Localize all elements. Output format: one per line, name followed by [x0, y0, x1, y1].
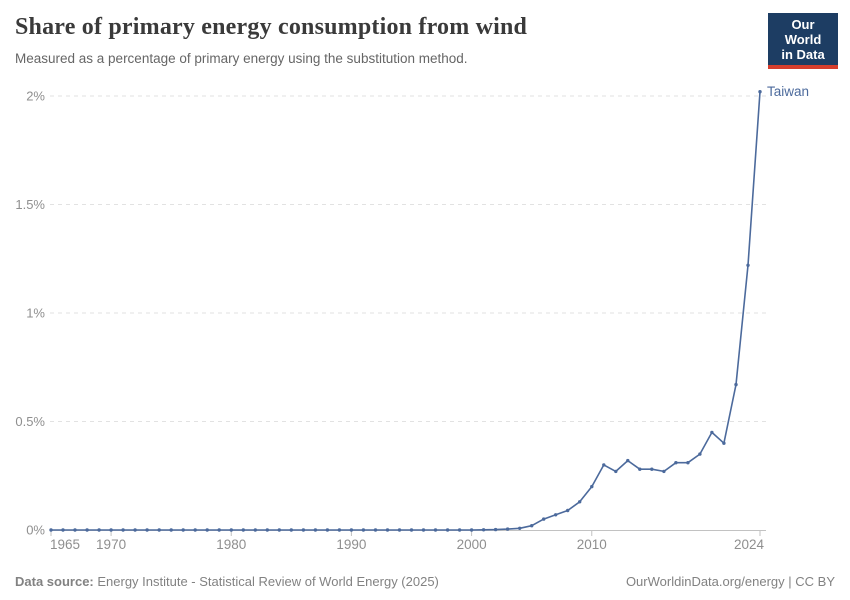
data-point	[49, 528, 53, 532]
chart-footer: Data source: Energy Institute - Statisti…	[15, 574, 835, 589]
x-axis-tick-label: 2010	[577, 537, 607, 552]
data-point	[674, 461, 678, 465]
data-point	[289, 528, 293, 532]
data-point	[638, 467, 642, 471]
owid-logo-line2: in Data	[781, 47, 825, 62]
data-point	[253, 528, 257, 532]
y-axis-tick-label: 2%	[26, 89, 45, 104]
data-point	[481, 528, 486, 532]
data-point	[602, 463, 606, 467]
y-axis-tick-label: 1%	[26, 306, 45, 321]
data-point	[746, 263, 750, 267]
y-axis-tick-label: 0.5%	[15, 414, 45, 429]
y-axis-labels: 0% 0.5% 1% 1.5% 2%	[15, 89, 45, 538]
data-point	[445, 528, 450, 532]
data-point	[121, 528, 125, 532]
x-axis-tick-label: 2000	[457, 537, 487, 552]
data-point	[109, 528, 113, 532]
chart-subtitle: Measured as a percentage of primary ener…	[15, 51, 468, 66]
data-point	[518, 526, 522, 530]
data-point	[734, 382, 738, 387]
data-point	[530, 524, 534, 528]
data-point	[217, 528, 221, 532]
data-point	[493, 527, 498, 532]
data-point	[457, 528, 462, 532]
data-point	[205, 528, 209, 532]
data-point	[133, 528, 137, 532]
x-axis-tick-label: 2024	[734, 537, 765, 552]
data-point	[97, 528, 101, 532]
x-axis-tick-label: 1965	[50, 537, 80, 552]
x-axis-tick-label: 1970	[96, 537, 126, 552]
y-axis-tick-label: 1.5%	[15, 197, 45, 212]
gridlines	[50, 95, 766, 422]
data-point	[662, 469, 666, 474]
data-point	[85, 528, 89, 532]
x-axis-tick-label: 1980	[216, 537, 246, 552]
data-point	[469, 528, 474, 532]
y-axis-tick-label: 0%	[26, 523, 45, 538]
data-point	[61, 528, 65, 532]
data-point	[722, 441, 726, 445]
data-source-text: Energy Institute - Statistical Review of…	[93, 574, 439, 589]
data-point	[229, 528, 233, 532]
data-point	[73, 528, 77, 532]
line-path	[51, 91, 761, 531]
data-point	[578, 500, 582, 504]
data-point	[361, 528, 366, 532]
data-point	[566, 508, 570, 513]
x-axis-labels: 1965 1970 1980 1990 2000 2010 2024	[50, 531, 764, 552]
data-point	[686, 461, 690, 465]
series-taiwan[interactable]: Taiwan	[49, 84, 809, 532]
data-point	[157, 528, 161, 532]
data-point	[590, 484, 594, 489]
data-point	[698, 452, 702, 456]
owid-logo[interactable]: Our World in Data	[768, 13, 838, 69]
data-point	[409, 528, 414, 532]
x-axis-tick-label: 1990	[336, 537, 366, 552]
data-point	[650, 467, 654, 471]
data-point	[710, 430, 714, 435]
data-point	[421, 528, 426, 532]
data-point	[614, 469, 618, 474]
series-end-label[interactable]: Taiwan	[767, 84, 809, 99]
owid-logo-line1: Our World	[784, 17, 822, 47]
data-point	[373, 528, 378, 532]
data-point	[349, 528, 354, 532]
data-point	[313, 528, 318, 532]
page-title: Share of primary energy consumption from…	[15, 14, 528, 40]
data-point	[181, 528, 185, 532]
data-point	[337, 528, 342, 532]
data-point	[265, 528, 269, 532]
data-point	[193, 528, 197, 532]
data-point	[277, 528, 281, 532]
data-point	[758, 90, 762, 94]
data-point	[542, 517, 546, 521]
data-source-note: Data source: Energy Institute - Statisti…	[15, 574, 439, 589]
data-point	[169, 528, 173, 532]
data-point	[301, 528, 306, 532]
license-note: OurWorldinData.org/energy | CC BY	[625, 574, 835, 589]
data-point	[505, 527, 510, 531]
data-source-label: Data source:	[15, 574, 94, 589]
data-point	[397, 528, 402, 532]
data-point	[554, 513, 558, 517]
data-point	[433, 528, 438, 532]
data-point	[626, 458, 630, 463]
data-point	[241, 528, 245, 532]
data-point	[145, 528, 149, 532]
data-point	[385, 528, 390, 532]
data-point	[325, 528, 330, 532]
